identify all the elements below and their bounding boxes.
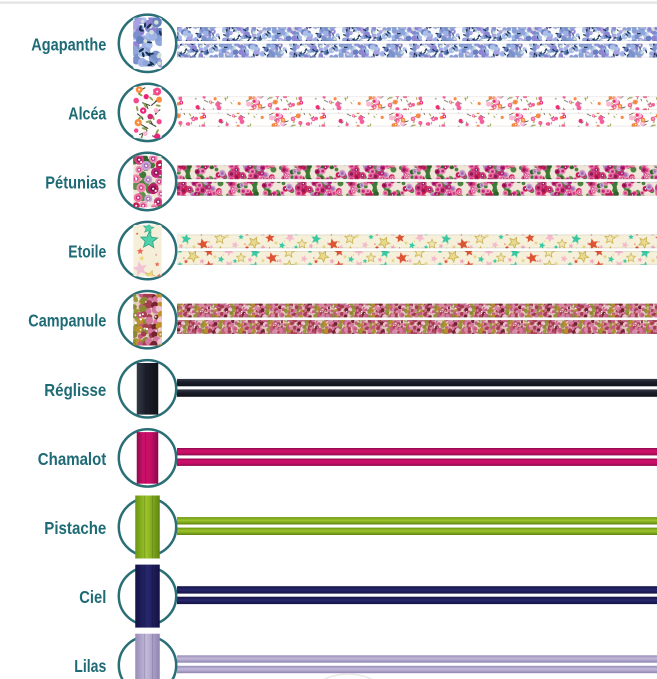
- svg-text:Réglisse: Réglisse: [44, 380, 106, 400]
- svg-text:Ciel: Ciel: [79, 587, 106, 607]
- svg-text:Campanule: Campanule: [28, 311, 106, 331]
- svg-text:Chamalot: Chamalot: [38, 449, 107, 469]
- svg-text:Pistache: Pistache: [44, 518, 106, 538]
- svg-text:Alcéa: Alcéa: [68, 103, 106, 123]
- svg-text:Pétunias: Pétunias: [45, 173, 106, 193]
- svg-text:Etoile: Etoile: [68, 242, 106, 262]
- svg-text:Agapanthe: Agapanthe: [31, 34, 106, 54]
- svg-text:Lilas: Lilas: [74, 656, 106, 676]
